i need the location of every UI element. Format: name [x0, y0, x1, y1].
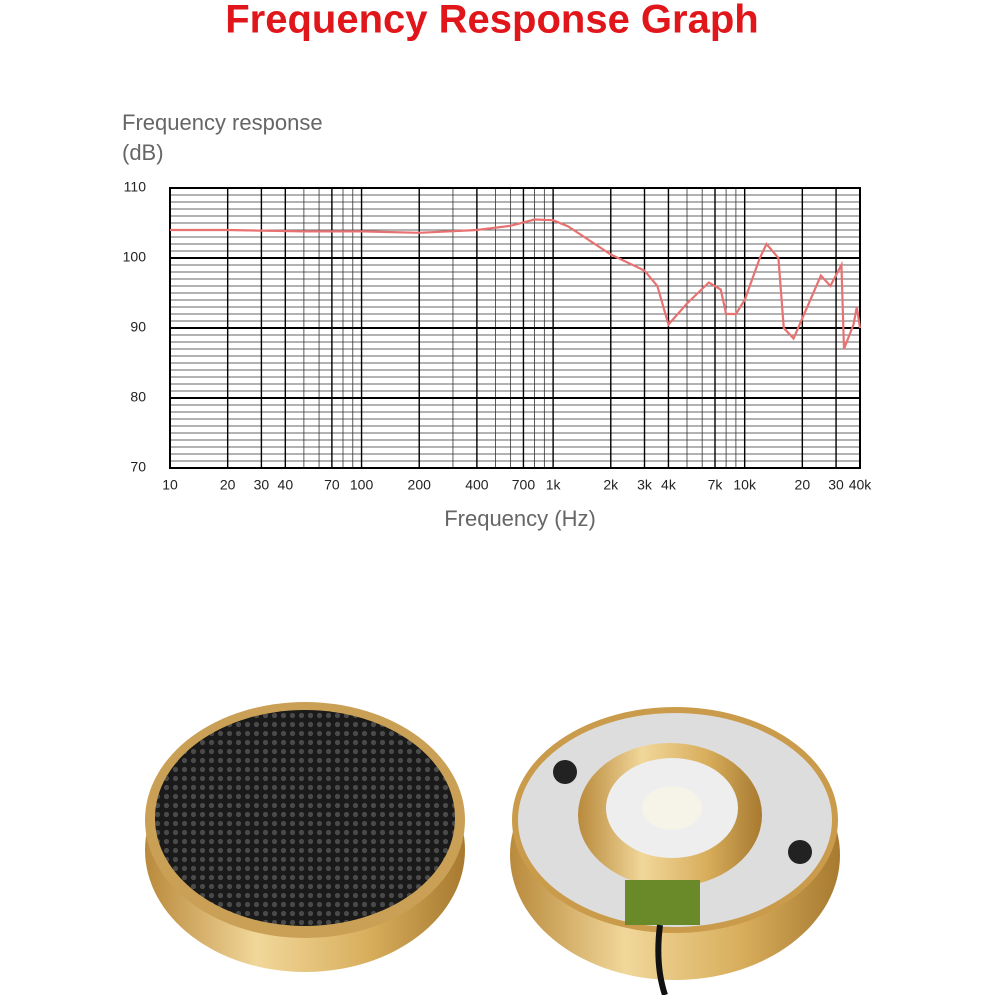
- x-tick-label: 1k: [546, 477, 562, 493]
- y-tick-label: 80: [130, 389, 146, 405]
- driver-hole: [553, 760, 577, 784]
- x-tick-label: 30: [254, 477, 270, 493]
- product-photo: [145, 702, 840, 995]
- x-tick-label: 700: [512, 477, 536, 493]
- x-tick-label: 4k: [661, 477, 677, 493]
- x-tick-label: 3k: [637, 477, 653, 493]
- y-tick-label: 90: [130, 319, 146, 335]
- x-tick-label: 400: [465, 477, 489, 493]
- driver-cable: [655, 924, 668, 995]
- x-tick-label: 40: [278, 477, 294, 493]
- x-tick-label: 30: [828, 477, 844, 493]
- x-tick-label: 7k: [708, 477, 724, 493]
- y-tick-label: 110: [124, 179, 147, 195]
- x-tick-label: 70: [324, 477, 340, 493]
- y-axis-label: Frequency response: [122, 110, 323, 135]
- x-tick-label: 40k: [849, 477, 873, 493]
- y-tick-label: 70: [130, 459, 146, 475]
- driver-dome: [642, 786, 702, 830]
- driver-hole: [788, 840, 812, 864]
- x-tick-label: 200: [408, 477, 432, 493]
- x-tick-label: 2k: [603, 477, 619, 493]
- driver-pcb: [625, 880, 700, 925]
- driver-left-mesh: [155, 710, 455, 926]
- y-tick-label: 100: [123, 249, 147, 265]
- x-tick-label: 10: [162, 477, 178, 493]
- x-tick-label: 20: [220, 477, 236, 493]
- x-tick-label: 100: [350, 477, 374, 493]
- x-axis-label: Frequency (Hz): [444, 506, 596, 531]
- chart-title: Frequency Response Graph: [225, 0, 758, 42]
- response-line: [170, 218, 862, 350]
- y-axis-label: (dB): [122, 140, 164, 165]
- plot-area: 70 80 90 100 110 10 20 30 40 70 100 200 400 700 1k 2k 3k…: [123, 179, 873, 493]
- x-tick-label: 20: [795, 477, 811, 493]
- x-tick-label: 10k: [733, 477, 757, 493]
